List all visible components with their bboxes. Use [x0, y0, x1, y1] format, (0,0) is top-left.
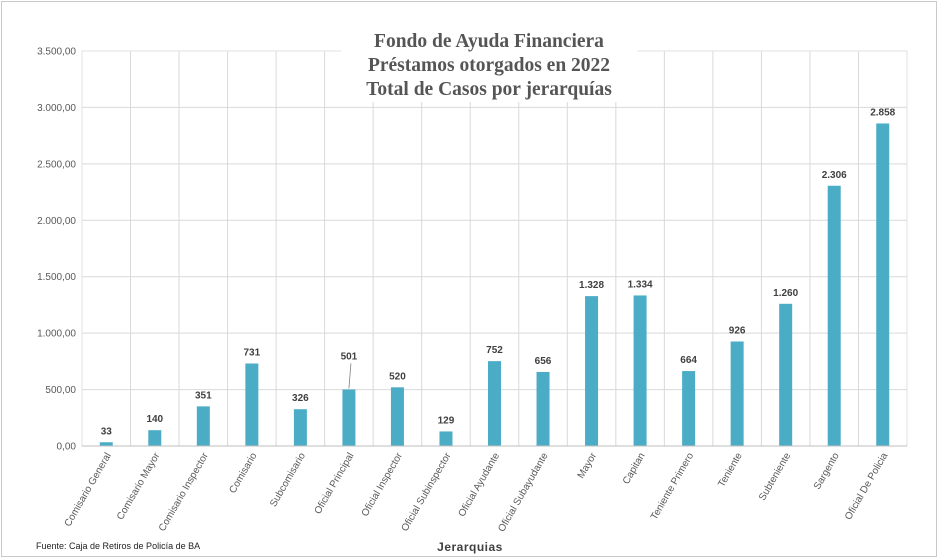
y-tick-label: 3.500,00	[37, 47, 76, 58]
y-tick-label: 2.000,00	[37, 216, 76, 227]
x-tick-label: Teniente Primero	[649, 451, 697, 522]
data-label: 1.334	[628, 279, 653, 290]
data-label: 501	[341, 351, 358, 362]
data-label: 326	[292, 393, 309, 404]
data-label: 520	[389, 371, 406, 382]
chart-title-line-1: Fondo de Ayuda Financiera	[374, 31, 604, 52]
bar	[99, 442, 113, 446]
x-tick-label: Teniente	[716, 451, 745, 490]
bar	[827, 185, 841, 446]
x-tick-label: Comisario	[227, 451, 259, 496]
bar	[342, 389, 356, 446]
bar	[245, 363, 259, 446]
bar	[730, 341, 744, 446]
data-label: 351	[195, 390, 212, 401]
bar	[536, 371, 550, 446]
bar	[876, 123, 890, 446]
y-tick-label: 1.500,00	[37, 272, 76, 283]
y-tick-label: 0,00	[57, 442, 77, 453]
x-tick-label: Comisario Mayor	[115, 450, 163, 522]
data-label: 2.858	[870, 107, 895, 118]
bar	[779, 303, 793, 446]
bar	[148, 430, 162, 446]
bar	[293, 409, 307, 446]
y-tick-label: 500,00	[45, 385, 76, 396]
bar	[633, 295, 647, 446]
x-tick-label: Subcomisario	[268, 451, 308, 509]
x-tick-label: Oficial De Policia	[843, 451, 891, 522]
data-label: 926	[729, 325, 746, 336]
data-label-leader	[348, 363, 352, 389]
x-tick-label: Comisario General	[63, 451, 114, 529]
data-label: 664	[680, 355, 697, 366]
x-tick-label: Capitan	[621, 451, 648, 486]
bar	[488, 361, 501, 446]
chart-title: Fondo de Ayuda Financiera Préstamos otor…	[341, 30, 637, 102]
data-label: 656	[535, 356, 552, 367]
bar	[439, 431, 453, 446]
chart-title-line-2: Préstamos otorgados en 2022	[367, 55, 611, 76]
x-tick-label: Oficial Inspector	[360, 450, 406, 518]
x-tick-label: Sargento	[812, 451, 842, 492]
bar	[585, 296, 599, 446]
x-tick-label: Oficial Subayudante	[496, 451, 550, 534]
data-label: 33	[101, 426, 113, 437]
data-label: 1.260	[773, 288, 798, 299]
data-label: 1.328	[579, 280, 604, 291]
bar	[390, 387, 404, 446]
data-label: 731	[244, 348, 261, 359]
data-label: 129	[438, 415, 455, 426]
x-tick-label: Oficial Ayudante	[457, 451, 503, 519]
y-tick-label: 2.500,00	[37, 159, 76, 170]
bar	[682, 371, 696, 446]
data-label: 2.306	[822, 170, 847, 181]
data-label: 752	[486, 345, 503, 356]
y-tick-label: 1.000,00	[37, 329, 76, 340]
x-axis-title: Jerarquias	[437, 540, 503, 554]
bar	[196, 406, 210, 446]
chart-title-line-3: Total de Casos por jerarquías	[366, 79, 612, 100]
x-tick-label: Subteniente	[757, 451, 793, 503]
x-tick-label: Mayor	[576, 450, 600, 480]
source-note: Fuente: Caja de Retiros de Policía de BA	[36, 541, 201, 551]
y-tick-label: 3.000,00	[37, 103, 76, 114]
x-tick-label: Comisario Inspector	[157, 450, 211, 533]
data-label: 140	[146, 414, 163, 425]
x-tick-label: Oficial Subinspector	[400, 450, 454, 533]
x-tick-label: Oficial Principal	[313, 451, 357, 516]
